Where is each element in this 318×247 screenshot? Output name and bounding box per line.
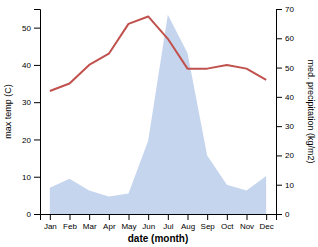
tick: Feb — [63, 214, 77, 231]
tick-mark — [207, 214, 208, 220]
tick: 30 — [276, 122, 294, 131]
tick: Oct — [221, 214, 234, 231]
tick-label: Nov — [240, 222, 254, 231]
tick-mark — [227, 214, 228, 220]
tick-label: 50 — [285, 64, 294, 73]
axis-line — [34, 10, 41, 215]
tick-mark — [276, 68, 282, 69]
tick: Aug — [181, 214, 195, 231]
tick-label: Feb — [63, 222, 77, 231]
tick-label: 30 — [285, 122, 294, 131]
tick-label: Mar — [83, 222, 97, 231]
tick: 0 — [27, 210, 40, 219]
tick-mark — [34, 28, 40, 29]
axis-line — [277, 10, 283, 215]
tick-mark — [266, 214, 267, 220]
tick-mark — [188, 214, 189, 220]
tick-label: Jan — [44, 222, 57, 231]
x-axis-title: date (month) — [128, 233, 189, 244]
tick: 10 — [276, 181, 294, 190]
tick-mark — [70, 214, 71, 220]
tick-mark — [276, 9, 282, 10]
tick: 40 — [276, 93, 294, 102]
tick-label: 0 — [285, 210, 290, 219]
tick-mark — [148, 214, 149, 220]
y-axis: 0 10 20 30 40 50 — [22, 10, 40, 220]
tick: 30 — [22, 98, 40, 107]
precipitation-area — [50, 15, 266, 214]
tick-label: 70 — [285, 5, 294, 14]
tick-label: 30 — [22, 98, 31, 107]
marks — [50, 15, 266, 214]
tick-label: Jun — [142, 222, 155, 231]
tick-mark — [34, 139, 40, 140]
tick-mark — [89, 214, 90, 220]
tick-mark — [276, 126, 282, 127]
tick-mark — [276, 97, 282, 98]
chart: Jan Feb Mar Apr May Jun Jul Aug Sep Oct Nov Dec 0 10 2… — [0, 0, 318, 247]
tick-label: May — [121, 222, 136, 231]
tick-label: Sep — [201, 222, 216, 231]
tick-mark — [168, 214, 169, 220]
tick: Dec — [260, 214, 274, 231]
tick: 50 — [276, 64, 294, 73]
tick-mark — [109, 214, 110, 220]
tick-mark — [50, 214, 51, 220]
y2-axis-title: med. precipitation (kg/m2) — [306, 59, 316, 163]
tick-label: Apr — [103, 222, 116, 231]
tick: Jun — [142, 214, 155, 231]
temperature-line — [50, 16, 266, 91]
tick-label: 20 — [22, 136, 31, 145]
tick: 10 — [22, 173, 40, 182]
tick-label: 10 — [285, 181, 294, 190]
tick: Jan — [44, 214, 57, 231]
y2-axis: 0 10 20 30 40 50 60 70 — [276, 5, 294, 219]
x-axis: Jan Feb Mar Apr May Jun Jul Aug Sep Oct Nov Dec — [41, 214, 277, 231]
tick-label: Oct — [221, 222, 234, 231]
axis-line — [41, 215, 277, 221]
tick: Nov — [240, 214, 254, 231]
tick: Jul — [163, 214, 173, 231]
tick: 20 — [22, 136, 40, 145]
tick-mark — [276, 38, 282, 39]
tick-label: 40 — [285, 93, 294, 102]
tick-label: Jul — [163, 222, 173, 231]
plot: Jan Feb Mar Apr May Jun Jul Aug Sep Oct Nov Dec 0 10 2… — [22, 5, 294, 231]
tick-label: 50 — [22, 24, 31, 33]
tick-label: 60 — [285, 34, 294, 43]
tick-label: 0 — [27, 210, 32, 219]
tick: Sep — [201, 214, 216, 231]
tick: Mar — [83, 214, 97, 231]
tick: May — [121, 214, 136, 231]
tick: 0 — [276, 210, 290, 219]
tick: 20 — [276, 151, 294, 160]
tick-mark — [34, 65, 40, 66]
tick-label: Aug — [181, 222, 195, 231]
tick-mark — [34, 214, 40, 215]
tick: 40 — [22, 61, 40, 70]
tick-mark — [34, 102, 40, 103]
tick: 50 — [22, 24, 40, 33]
tick-label: Dec — [260, 222, 274, 231]
tick-mark — [129, 214, 130, 220]
tick: Apr — [103, 214, 116, 231]
y-axis-title: max temp (C) — [3, 84, 13, 139]
tick-mark — [276, 185, 282, 186]
tick-mark — [276, 214, 282, 215]
tick-mark — [34, 177, 40, 178]
tick-label: 40 — [22, 61, 31, 70]
tick-mark — [247, 214, 248, 220]
tick-mark — [276, 155, 282, 156]
tick-label: 10 — [22, 173, 31, 182]
tick: 70 — [276, 5, 294, 14]
tick: 60 — [276, 34, 294, 43]
tick-label: 20 — [285, 151, 294, 160]
